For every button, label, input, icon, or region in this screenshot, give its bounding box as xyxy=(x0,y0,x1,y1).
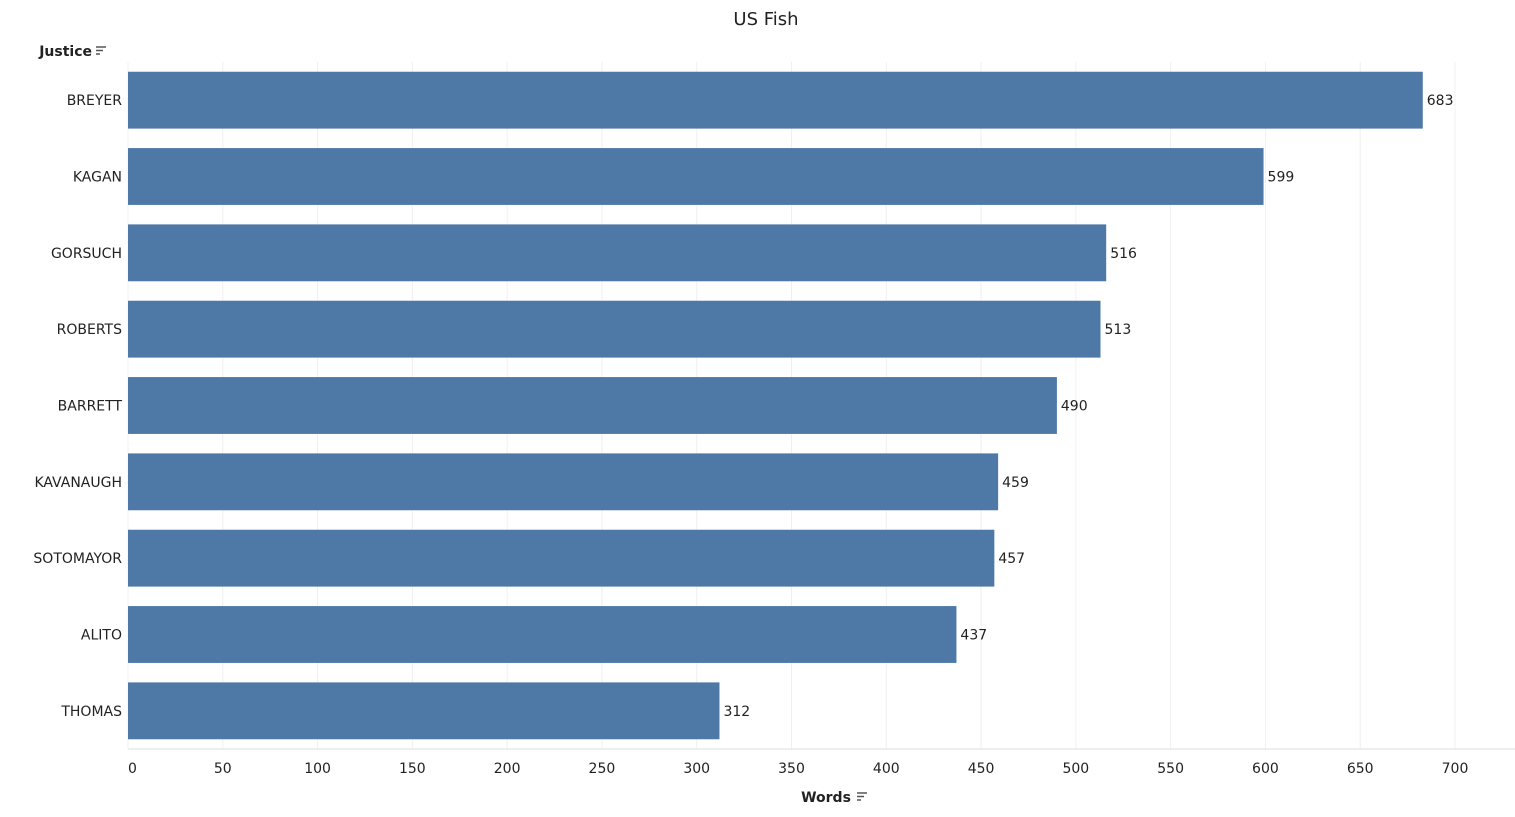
category-label-breyer[interactable]: BREYER xyxy=(67,93,123,109)
x-tick-label: 50 xyxy=(214,761,232,777)
data-label-kagan: 599 xyxy=(1268,170,1295,186)
x-tick-label: 150 xyxy=(399,761,426,777)
data-label-thomas: 312 xyxy=(723,704,750,720)
data-label-roberts: 513 xyxy=(1105,322,1132,338)
bar-gorsuch[interactable] xyxy=(128,224,1107,282)
x-tick-label: 100 xyxy=(304,761,331,777)
bar-sotomayor[interactable] xyxy=(128,529,995,587)
x-tick-label: 500 xyxy=(1062,761,1089,777)
x-tick-label: 300 xyxy=(683,761,710,777)
chart-title: US Fish xyxy=(733,9,798,30)
x-axis-tick-labels: 0 50 100 150 200 250 300 350 400 450 500 550 600 650 7… xyxy=(128,761,1468,777)
bar-thomas[interactable] xyxy=(128,682,720,740)
bar-breyer[interactable] xyxy=(128,71,1423,129)
category-label-thomas[interactable]: THOMAS xyxy=(60,704,122,720)
bar-roberts[interactable] xyxy=(128,300,1101,358)
data-label-breyer: 683 xyxy=(1427,93,1454,109)
x-axis-sort-icon[interactable] xyxy=(857,792,867,801)
category-label-kavanaugh[interactable]: KAVANAUGH xyxy=(34,475,122,491)
data-labels: 683 599 516 513 490 459 457 437 312 xyxy=(723,93,1453,720)
x-tick-label: 0 xyxy=(128,761,137,777)
bar-alito[interactable] xyxy=(128,606,957,663)
bar-kavanaugh[interactable] xyxy=(128,453,999,511)
x-tick-label: 600 xyxy=(1252,761,1279,777)
category-label-sotomayor[interactable]: SOTOMAYOR xyxy=(33,551,122,567)
row-header-justice[interactable]: Justice xyxy=(38,44,92,60)
x-tick-label: 350 xyxy=(778,761,805,777)
x-axis-title[interactable]: Words xyxy=(801,790,851,806)
sort-descending-icon[interactable] xyxy=(96,46,106,55)
bar-kagan[interactable] xyxy=(128,148,1264,205)
category-label-roberts[interactable]: ROBERTS xyxy=(57,322,122,338)
category-label-alito[interactable]: ALITO xyxy=(81,628,122,644)
category-label-kagan[interactable]: KAGAN xyxy=(73,170,122,186)
x-tick-label: 550 xyxy=(1157,761,1184,777)
data-label-gorsuch: 516 xyxy=(1110,246,1137,262)
data-label-sotomayor: 457 xyxy=(998,551,1025,567)
data-label-kavanaugh: 459 xyxy=(1002,475,1029,491)
x-tick-label: 400 xyxy=(873,761,900,777)
category-label-barrett[interactable]: BARRETT xyxy=(58,399,123,415)
bars xyxy=(128,71,1423,740)
data-label-barrett: 490 xyxy=(1061,399,1088,415)
category-labels: BREYER KAGAN GORSUCH ROBERTS BARRETT KAVANAUG… xyxy=(33,93,122,720)
x-tick-label: 450 xyxy=(968,761,995,777)
x-tick-label: 650 xyxy=(1347,761,1374,777)
data-label-alito: 437 xyxy=(960,628,987,644)
x-tick-label: 250 xyxy=(589,761,616,777)
x-tick-label: 700 xyxy=(1442,761,1469,777)
x-tick-label: 200 xyxy=(494,761,521,777)
bar-barrett[interactable] xyxy=(128,377,1057,434)
category-label-gorsuch[interactable]: GORSUCH xyxy=(51,246,122,262)
